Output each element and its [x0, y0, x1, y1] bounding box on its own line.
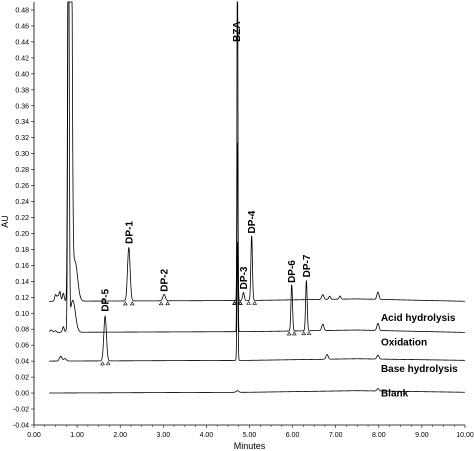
- trace-line-0: [49, 1, 465, 302]
- trace-label: Base hydrolysis: [381, 364, 458, 375]
- x-tick-label: 1.00: [70, 432, 84, 439]
- x-tick-label: 8.00: [372, 432, 386, 439]
- x-tick-label: 9.00: [415, 432, 429, 439]
- integration-marker: [237, 300, 243, 305]
- y-axis-ticks: -0.04 -0.02 0.00 0.02 0.04 0.06 0.08 0.10 0.12 0.…: [13, 7, 34, 430]
- y-tick-label: 0.04: [15, 359, 29, 366]
- y-tick-label: 0.10: [15, 311, 29, 318]
- peak-label: DP-6: [287, 260, 298, 283]
- integration-marker: [100, 361, 105, 366]
- x-tick-label: 7.00: [329, 432, 343, 439]
- y-tick-label: 0.48: [15, 7, 29, 14]
- y-tick-label: 0.30: [15, 151, 29, 158]
- y-tick-label: 0.26: [15, 183, 29, 190]
- y-axis: -0.04 -0.02 0.00 0.02 0.04 0.06 0.08 0.10 0.12 0.…: [13, 2, 35, 430]
- y-tick-label: 0.06: [15, 343, 29, 350]
- integration-marker: [246, 300, 251, 305]
- peak-label: DP-2: [160, 268, 171, 291]
- integration-marker: [105, 361, 111, 366]
- x-tick-label: 3.00: [156, 432, 170, 439]
- peak-label: DP-7: [302, 254, 313, 277]
- peak-label: DP-5: [101, 288, 112, 311]
- x-tick-label: 4.00: [200, 432, 214, 439]
- x-tick-label: 5.00: [243, 432, 257, 439]
- y-tick-label: 0.08: [15, 327, 29, 334]
- x-tick-label: 10.00: [456, 432, 474, 439]
- y-tick-label: 0.28: [15, 167, 29, 174]
- y-tick-label: 0.16: [15, 263, 29, 270]
- integration-marker: [158, 301, 164, 306]
- y-tick-label: 0.38: [15, 87, 29, 94]
- trace-label: Blank: [381, 388, 409, 399]
- peak-label: DP-4: [247, 210, 258, 233]
- integration-markers: [100, 300, 312, 366]
- integration-marker: [306, 331, 312, 336]
- x-axis: 0.00 1.00 2.00 3.00 4.00 5.00 6.00 7.00 8.00 9.00…: [27, 424, 474, 439]
- trace-label: Acid hydrolysis: [381, 313, 456, 324]
- y-tick-label: 0.32: [15, 135, 29, 142]
- trace-line-1: [48, 1, 465, 333]
- integration-marker: [165, 301, 170, 306]
- y-tick-label: 0.14: [15, 279, 29, 286]
- peak-label: DP-3: [239, 266, 250, 289]
- trace-line-3: [49, 388, 465, 394]
- chromatogram-traces: [48, 1, 465, 394]
- integration-marker: [232, 300, 238, 305]
- x-tick-label: 2.00: [113, 432, 127, 439]
- x-axis-title: Minutes: [234, 441, 266, 451]
- integration-marker: [129, 301, 135, 306]
- y-tick-label: 0.42: [15, 55, 29, 62]
- integration-marker: [123, 301, 128, 306]
- y-tick-label: -0.04: [13, 423, 29, 430]
- y-tick-label: 0.34: [15, 119, 29, 126]
- y-tick-label: 0.00: [15, 391, 29, 398]
- trace-label: Oxidation: [381, 338, 427, 349]
- x-axis-ticks: 0.00 1.00 2.00 3.00 4.00 5.00 6.00 7.00 8.00 9.00…: [27, 425, 474, 439]
- peak-label: BZA: [232, 21, 243, 42]
- integration-marker: [301, 331, 307, 336]
- y-tick-label: 0.40: [15, 71, 29, 78]
- integration-marker: [286, 331, 292, 336]
- y-tick-label: 0.24: [15, 199, 29, 206]
- x-tick-label: 0.00: [27, 432, 41, 439]
- y-tick-label: 0.02: [15, 375, 29, 382]
- y-tick-label: 0.44: [15, 39, 29, 46]
- y-tick-label: 0.46: [15, 23, 29, 30]
- x-tick-label: 6.00: [286, 432, 300, 439]
- y-tick-label: 0.36: [15, 103, 29, 110]
- y-axis-title: AU: [0, 215, 10, 228]
- y-tick-label: 0.18: [15, 247, 29, 254]
- y-tick-label: 0.12: [15, 295, 29, 302]
- y-tick-label: -0.02: [13, 407, 29, 414]
- peak-label: DP-1: [124, 221, 135, 244]
- trace-line-2: [49, 241, 465, 362]
- peak-labels: DP-1 DP-2 BZA DP-3 DP-4 DP-5 DP-6 DP-7: [101, 21, 313, 311]
- trace-labels: Acid hydrolysis Oxidation Base hydrolysis B…: [381, 313, 458, 399]
- integration-marker: [252, 300, 258, 305]
- y-tick-label: 0.20: [15, 231, 29, 238]
- integration-marker: [291, 331, 297, 336]
- y-tick-label: 0.22: [15, 215, 29, 222]
